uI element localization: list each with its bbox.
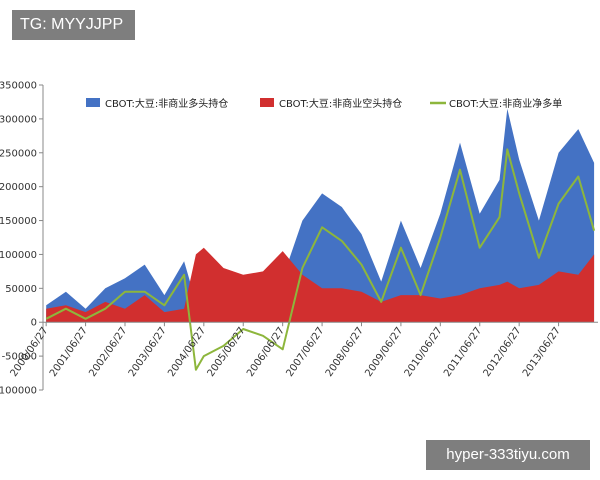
legend-label: CBOT:大豆:非商业多头持仓 [105, 97, 228, 110]
legend-label: CBOT:大豆:非商业净多单 [449, 97, 562, 110]
x-tick-label: 2008/06/27 [324, 325, 366, 379]
legend-label: CBOT:大豆:非商业空头持仓 [279, 97, 402, 110]
x-tick-label: 2010/06/27 [403, 325, 445, 379]
x-tick-label: 2013/06/27 [521, 325, 563, 379]
y-tick-label: 100000 [0, 250, 37, 261]
y-tick-label: 200000 [0, 182, 37, 193]
series-short-area [46, 247, 595, 323]
x-tick-label: 2011/06/27 [442, 325, 484, 379]
x-tick-label: 2007/06/27 [284, 325, 326, 379]
line-layer [45, 148, 596, 371]
x-tick-label: 2004/06/27 [166, 325, 208, 379]
x-tick-label: 2012/06/27 [482, 325, 524, 379]
y-tick-label: 350000 [0, 81, 37, 92]
area-layer [46, 108, 595, 323]
legend-swatch [86, 98, 100, 107]
series-long-area [46, 108, 595, 323]
x-tick-label: 2006/06/27 [245, 325, 287, 379]
legend-swatch [260, 98, 274, 107]
y-tick-label: 150000 [0, 216, 37, 227]
series-net-line [45, 148, 596, 371]
x-tick-label: 2009/06/27 [363, 325, 405, 379]
legend-item: CBOT:大豆:非商业净多单 [430, 97, 562, 110]
y-tick-label: -100000 [0, 386, 37, 397]
x-tick-label: 2002/06/27 [87, 325, 129, 379]
y-tick-label: 50000 [5, 284, 37, 295]
legend: CBOT:大豆:非商业多头持仓 CBOT:大豆:非商业空头持仓 CBOT:大豆:非商… [86, 97, 562, 110]
y-tick-label: 300000 [0, 114, 37, 125]
x-tick-label: 2001/06/27 [48, 325, 90, 379]
y-tick-label: -50000 [2, 352, 37, 363]
watermark-top: TG: MYYJJPP [12, 10, 135, 40]
x-tick-label: 2003/06/27 [127, 325, 169, 379]
y-tick-label: 0 [31, 318, 37, 329]
y-tick-label: 250000 [0, 148, 37, 159]
watermark-bottom: hyper-333tiyu.com [426, 440, 590, 470]
legend-item: CBOT:大豆:非商业多头持仓 [86, 97, 228, 110]
legend-item: CBOT:大豆:非商业空头持仓 [260, 97, 402, 110]
